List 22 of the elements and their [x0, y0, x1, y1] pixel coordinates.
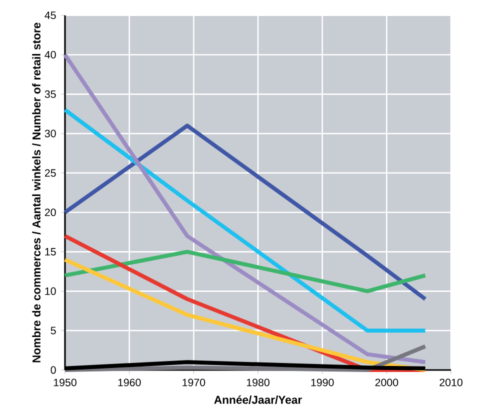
y-tick-label: 15: [45, 248, 56, 256]
y-axis-title: Nombre de commerces / Aantal winkels / Number of retail store: [32, 22, 41, 362]
y-tick-label: 35: [44, 90, 56, 98]
y-tick-label: 25: [44, 169, 56, 177]
x-tick-label: 1990: [311, 378, 334, 386]
y-tick-label: 10: [45, 287, 56, 295]
line-series: [63, 52, 428, 364]
y-tick-label: 40: [44, 50, 56, 59]
y-tick-label: 20: [44, 208, 56, 216]
x-tick-label: 1970: [182, 378, 206, 386]
x-tick-label: 1980: [246, 378, 270, 386]
x-axis-title: Année/Jaar/Year: [214, 395, 302, 404]
y-tick-label: 0: [50, 366, 56, 374]
x-tick-label: 2000: [375, 378, 398, 386]
line-series: [63, 124, 428, 302]
y-tick-label: 30: [44, 130, 56, 138]
x-tick-label: 1950: [54, 378, 76, 386]
y-tick-label: 45: [44, 12, 56, 20]
line-series: [63, 258, 428, 372]
x-tick-label: 2010: [440, 378, 462, 386]
x-tick-label: 1960: [118, 378, 141, 386]
y-tick-label: 5: [50, 326, 56, 334]
